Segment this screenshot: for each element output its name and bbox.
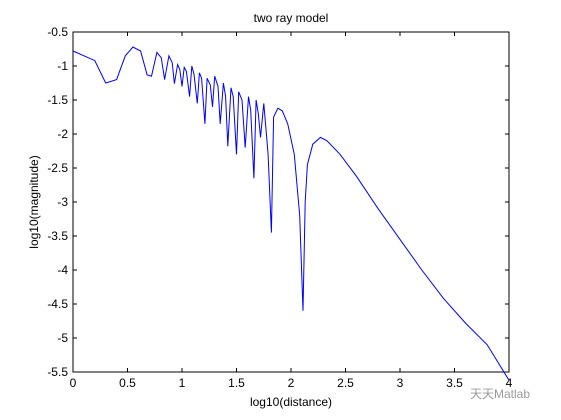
y-tick-label-3: -2 (57, 127, 68, 141)
y-tick-label-4: -2.5 (47, 161, 68, 175)
plot-area (72, 31, 510, 373)
x-tick-label-8: 4 (506, 376, 513, 390)
ticks-layer: 0 0.5 1 1.5 2 2.5 3 3.5 4 -0.5 -1 -1.5 -2 -2.5 -3 -3.5 -… (47, 25, 512, 390)
y-tick-label-9: -5 (57, 331, 68, 345)
y-tick-label-2: -1.5 (47, 93, 68, 107)
y-tick-label-6: -3.5 (47, 229, 68, 243)
x-tick-label-6: 3 (397, 376, 404, 390)
y-tick-label-8: -4.5 (47, 297, 68, 311)
x-tick-label-3: 1.5 (228, 376, 245, 390)
x-tick-label-1: 0.5 (119, 376, 136, 390)
x-tick-label-2: 1 (179, 376, 186, 390)
watermark-text: 天天Matlab (470, 387, 530, 401)
y-tick-label-7: -4 (57, 263, 68, 277)
y-tick-label-10: -5.5 (47, 365, 68, 379)
chart-title: two ray model (254, 11, 329, 25)
x-tick-label-4: 2 (288, 376, 295, 390)
x-tick-label-7: 3.5 (446, 376, 463, 390)
x-tick-label-5: 2.5 (337, 376, 354, 390)
series-line (72, 46, 510, 381)
x-tick-label-0: 0 (70, 376, 77, 390)
y-axis-label: log10(magnitude) (27, 155, 41, 248)
y-tick-label-5: -3 (57, 195, 68, 209)
y-tick-label-0: -0.5 (47, 25, 68, 39)
x-axis-label: log10(distance) (250, 395, 332, 409)
y-tick-label-1: -1 (57, 59, 68, 73)
